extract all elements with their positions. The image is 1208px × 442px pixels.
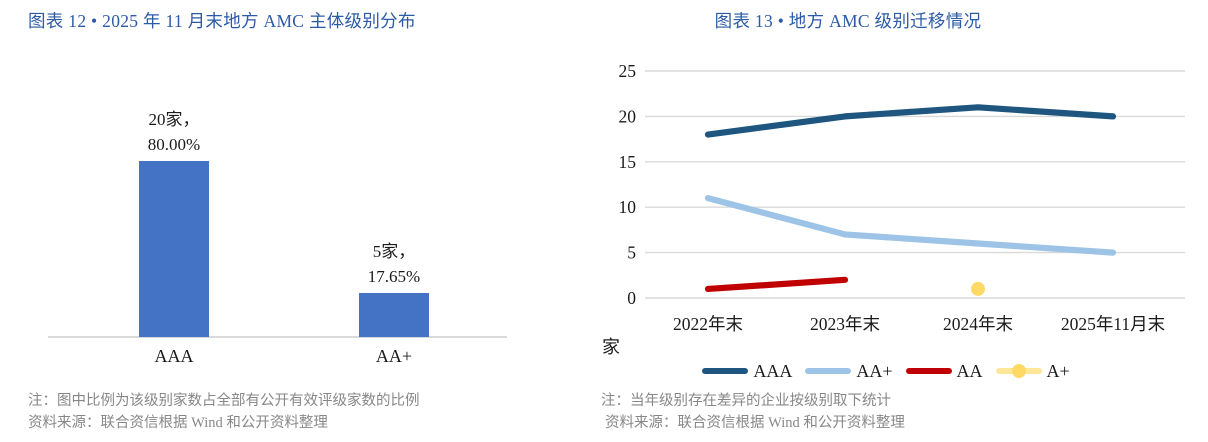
legend-marker-a-plus-icon [1011,364,1026,378]
svg-text:0: 0 [627,288,636,308]
figure12-title: 图表 12 • 2025 年 11 月末地方 AMC 主体级别分布 [28,11,416,31]
svg-text:2022年末: 2022年末 [673,314,743,334]
svg-text:家: 家 [602,337,620,357]
figure12-source: 资料来源：联合资信根据 Wind 和公开资料整理 [28,415,328,431]
category-label-aa-plus: AA+ [375,346,413,366]
legend-item-aa: AA [905,361,983,382]
svg-text:20: 20 [619,106,637,126]
figure12-note: 注：图中比例为该级别家数占全部有公开有效评级家数的比例 [28,393,420,409]
svg-text:5: 5 [627,243,636,263]
svg-text:2023年末: 2023年末 [810,314,880,334]
bar-value-label-aa-plus: 5家， 17.65% [367,242,421,286]
legend-line-aa-icon [905,368,952,374]
svg-text:25: 25 [619,61,637,81]
line-chart-figure13: 0 5 10 15 20 25 家 2022年末 2023年末 2024年末 2025年11月末 [602,61,1185,357]
figure13-source: 资料来源：联合资信根据 Wind 和公开资料整理 [605,415,905,431]
legend-item-a-plus: A+ [995,361,1070,382]
legend-line-aa-plus-icon [805,368,852,374]
x-axis-line [48,336,507,338]
svg-text:10: 10 [619,197,637,217]
legend-item-aaa: AAA [702,361,792,382]
bar-value-label-aaa: 20家， 80.00% [147,110,201,154]
legend: AAA AA+ AA A+ [636,358,1136,384]
legend-line-a-plus-icon [995,364,1042,378]
svg-text:15: 15 [619,152,637,172]
svg-text:2025年11月末: 2025年11月末 [1061,314,1165,334]
category-label-aaa: AAA [154,346,194,366]
bar-aaa [139,161,209,337]
figure13-title: 图表 13 • 地方 AMC 级别迁移情况 [714,11,982,31]
bar-aa-plus [359,293,429,337]
svg-text:2024年末: 2024年末 [943,314,1013,334]
figure13-note: 注：当年级别存在差异的企业按级别取下统计 [601,393,891,409]
legend-line-aaa-icon [702,368,749,374]
legend-item-aa-plus: AA+ [805,361,893,382]
